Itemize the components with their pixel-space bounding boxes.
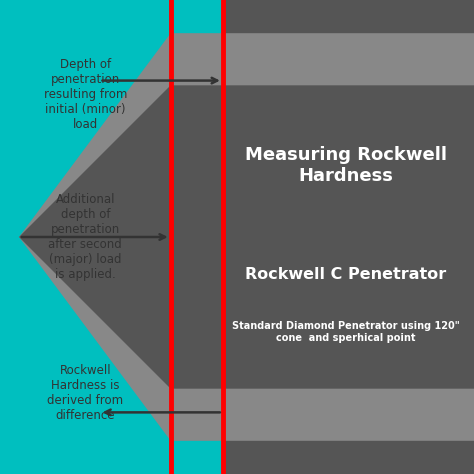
Text: Additional
depth of
penetration
after second
(major) load
is applied.: Additional depth of penetration after se… <box>48 193 122 281</box>
Bar <box>223 0 474 474</box>
Text: Standard Diamond Penetrator using 120"
cone  and sperhical point: Standard Diamond Penetrator using 120" c… <box>232 321 460 343</box>
Polygon shape <box>19 85 474 389</box>
Text: Measuring Rockwell
Hardness: Measuring Rockwell Hardness <box>245 146 447 185</box>
Polygon shape <box>19 33 474 441</box>
Text: Rockwell
Hardness is
derived from
difference: Rockwell Hardness is derived from differ… <box>47 365 123 422</box>
Text: Rockwell C Penetrator: Rockwell C Penetrator <box>246 267 447 283</box>
Text: Depth of
penetration
resulting from
initial (minor)
load: Depth of penetration resulting from init… <box>44 58 127 131</box>
